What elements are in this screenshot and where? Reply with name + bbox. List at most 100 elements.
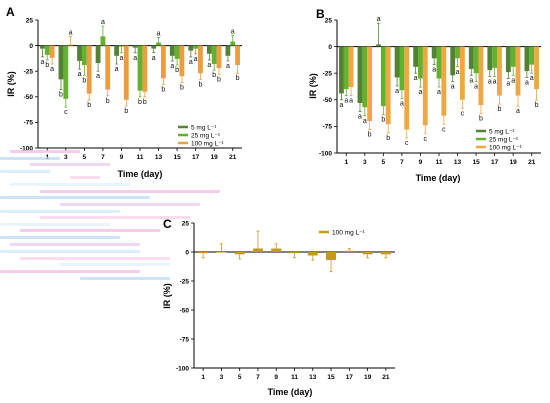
panel-b-legend-label: 100 mg L⁻¹	[489, 144, 523, 151]
panel-b-significance-letter: a	[414, 75, 418, 82]
panel-c-x-tick-label: 1	[201, 374, 205, 381]
panel-b-x-tick-label: 5	[382, 159, 386, 166]
panel-c-bar	[380, 252, 391, 255]
panel-a-x-tick-label: 19	[211, 154, 219, 161]
panel-b-bar	[413, 46, 419, 67]
panel-a-bar	[179, 45, 185, 77]
panel-a-bar	[193, 45, 199, 49]
panel-a-significance-letter: b	[143, 99, 147, 106]
panel-a-significance-letter: a	[101, 19, 105, 26]
panel-b-significance-letter: b	[386, 135, 390, 142]
panel-c-legend-label: 100 mg L⁻¹	[332, 229, 366, 236]
panel-a-significance-letter: b	[45, 62, 49, 69]
panel-a-significance-letter: b	[161, 87, 165, 94]
panel-b-bar	[529, 46, 535, 65]
panel-b-bar	[418, 46, 423, 79]
panel-a-x-tick-label: 15	[173, 154, 181, 161]
panel-a-legend-label: 5 mg L⁻¹	[191, 124, 217, 131]
artifact-stripe	[80, 277, 170, 280]
panel-b-legend-label: 5 mg L⁻¹	[489, 128, 515, 135]
panel-b-bar	[431, 46, 437, 59]
panel-b-y-tick-label: -75	[323, 124, 333, 131]
panel-b-y-tick-label: -50	[323, 97, 333, 104]
panel-a-x-axis-title: Time (day)	[118, 169, 163, 179]
panel-b-significance-letter: a	[395, 88, 399, 95]
panel-b-bar	[478, 46, 484, 106]
panel-b-bar	[515, 46, 521, 96]
panel-b-bar	[450, 46, 456, 76]
panel-b-significance-letter: c	[442, 126, 446, 133]
panel-c-bar	[198, 252, 209, 254]
panel-b-significance-letter: a	[344, 98, 348, 105]
panel-a-bar	[216, 45, 222, 69]
panel-a-bar	[40, 45, 45, 49]
panel-b-bar	[357, 46, 363, 103]
panel-b-bar	[459, 46, 465, 100]
panel-b-significance-letter: c	[461, 110, 465, 117]
panel-a-bar	[174, 45, 180, 59]
panel-c-x-tick-label: 17	[346, 374, 354, 381]
panel-b-significance-letter: a	[358, 114, 362, 121]
panel-a-y-tick-label: 0	[29, 43, 33, 50]
panel-a-x-tick-label: 7	[101, 154, 105, 161]
panel-b-y-axis-title: IR (%)	[308, 73, 318, 99]
panel-c-y-tick-label: -50	[180, 307, 190, 314]
panel-a-significance-letter: b	[82, 77, 86, 84]
panel-a-bar	[68, 44, 74, 46]
panel-a-legend-label: 25 mg L⁻¹	[191, 132, 221, 139]
panel-c-y-tick-label: -100	[176, 365, 189, 372]
panel-b-significance-letter: a	[400, 101, 404, 108]
artifact-stripe	[30, 163, 110, 166]
panel-b-bar	[339, 46, 344, 94]
panel-a-bar	[81, 45, 87, 66]
panel-b-y-tick-label: -25	[323, 71, 333, 78]
panel-a-significance-letter: b	[124, 108, 128, 115]
panel-a-bar	[119, 45, 124, 47]
panel-a-bar	[235, 45, 240, 66]
panel-a-x-tick-label: 13	[155, 154, 163, 161]
panel-a-significance-letter: a	[226, 63, 230, 70]
panel-a-significance-letter: a	[170, 63, 174, 70]
panel-c-bar	[307, 252, 318, 256]
panel-c-x-tick-label: 21	[382, 374, 390, 381]
panel-b-bar	[492, 46, 498, 68]
panel-b-significance-letter: a	[493, 78, 497, 85]
artifact-stripe	[10, 243, 140, 246]
panel-a-significance-letter: b	[106, 98, 110, 105]
panel-b-bar	[394, 46, 400, 78]
panel-b-bar	[399, 46, 405, 91]
panel-c-x-tick-label: 15	[327, 374, 335, 381]
panel-b-x-tick-label: 13	[454, 159, 462, 166]
panel-a-bar	[160, 45, 166, 79]
panel-b-significance-letter: a	[419, 89, 423, 96]
panel-c-y-tick-label: 25	[182, 220, 190, 227]
panel-b-x-tick-label: 9	[419, 159, 423, 166]
panel-a-significance-letter: b	[138, 99, 142, 106]
panel-b-x-tick-label: 15	[472, 159, 480, 166]
panel-b-x-tick-label: 19	[510, 159, 518, 166]
panel-b-y-tick-label: 25	[325, 17, 333, 24]
panel-c-bar	[216, 252, 227, 253]
panel-b-label: B	[316, 7, 325, 21]
panel-b-legend-label: 25 mg L⁻¹	[489, 136, 519, 143]
panel-a-y-tick-label: -75	[24, 120, 34, 127]
panel-b-bar	[510, 46, 516, 67]
panel-c-x-tick-label: 13	[309, 374, 317, 381]
panel-b-y-tick-label: -100	[319, 150, 332, 157]
panel-a-bar	[151, 45, 157, 49]
panel-b-significance-letter: a	[349, 98, 353, 105]
panel-b-bar	[441, 46, 447, 116]
panel-a-significance-letter: b	[175, 67, 179, 74]
artifact-stripe	[40, 216, 190, 219]
panel-b-significance-letter: b	[535, 102, 539, 109]
panel-c-x-axis-title: Time (day)	[268, 387, 313, 397]
panel-a-significance-letter: a	[231, 28, 235, 35]
panel-a-significance-letter: b	[217, 76, 221, 83]
panel-a-significance-letter: a	[120, 55, 124, 62]
panel-c-bar	[271, 248, 282, 252]
panel-a-significance-letter: b	[87, 102, 91, 109]
panel-a-bar	[137, 45, 143, 91]
panel-a-significance-letter: a	[133, 55, 137, 62]
panel-b-bar	[524, 46, 530, 72]
